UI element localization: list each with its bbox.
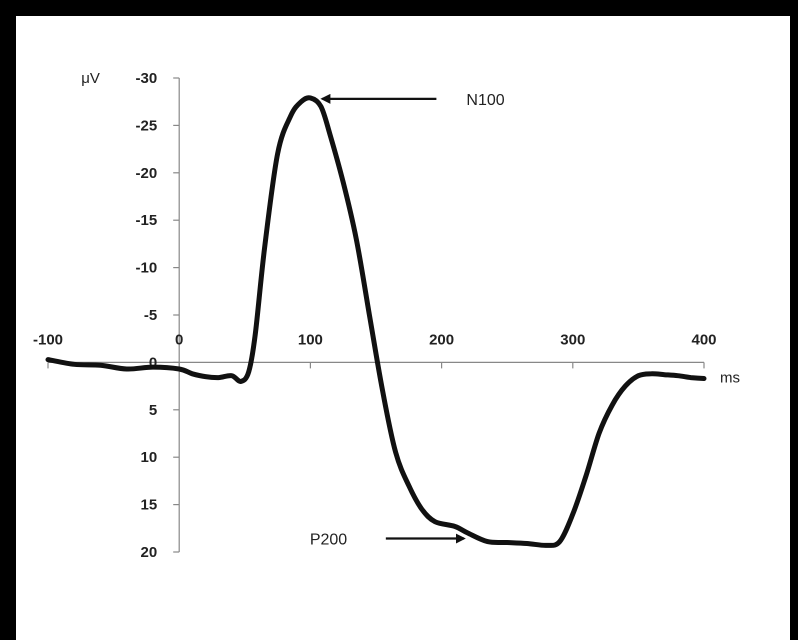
axes <box>47 77 705 553</box>
p200-label: P200 <box>310 532 347 549</box>
x-axis-label: ms <box>720 369 740 386</box>
y-tick-label: 5 <box>149 402 157 419</box>
n100-label: N100 <box>466 92 504 109</box>
x-tick-label: 200 <box>429 331 454 348</box>
y-tick-label: -5 <box>144 307 157 324</box>
tick-labels: -30 -25 -20 -15 -10 -5 0 5 10 15 20 -100 0 100 200 300 4… <box>33 70 740 561</box>
x-tick-label: 300 <box>560 331 585 348</box>
erp-series-line <box>45 95 707 548</box>
y-axis-label: μV <box>81 70 100 87</box>
x-tick-label: 400 <box>691 331 716 348</box>
y-tick-label: -25 <box>136 117 158 134</box>
x-tick-label: 0 <box>175 331 183 348</box>
chart-frame: -30 -25 -20 -15 -10 -5 0 5 10 15 20 -100 0 100 200 300 4… <box>16 16 790 640</box>
y-tick-label: -30 <box>136 70 158 87</box>
y-tick-label: 0 <box>149 354 157 371</box>
y-tick-label: -10 <box>136 260 158 277</box>
y-tick-label: 15 <box>141 497 158 514</box>
annotations: N100 P200 <box>310 92 505 549</box>
x-tick-label: 100 <box>298 331 323 348</box>
y-tick-label: 10 <box>141 449 158 466</box>
y-tick-label: -20 <box>136 165 158 182</box>
erp-line-chart: -30 -25 -20 -15 -10 -5 0 5 10 15 20 -100 0 100 200 300 4… <box>33 70 740 561</box>
erp-curve <box>45 95 707 548</box>
y-tick-label: -15 <box>136 212 158 229</box>
x-tick-label: -100 <box>33 331 63 348</box>
y-tick-label: 20 <box>141 544 158 561</box>
